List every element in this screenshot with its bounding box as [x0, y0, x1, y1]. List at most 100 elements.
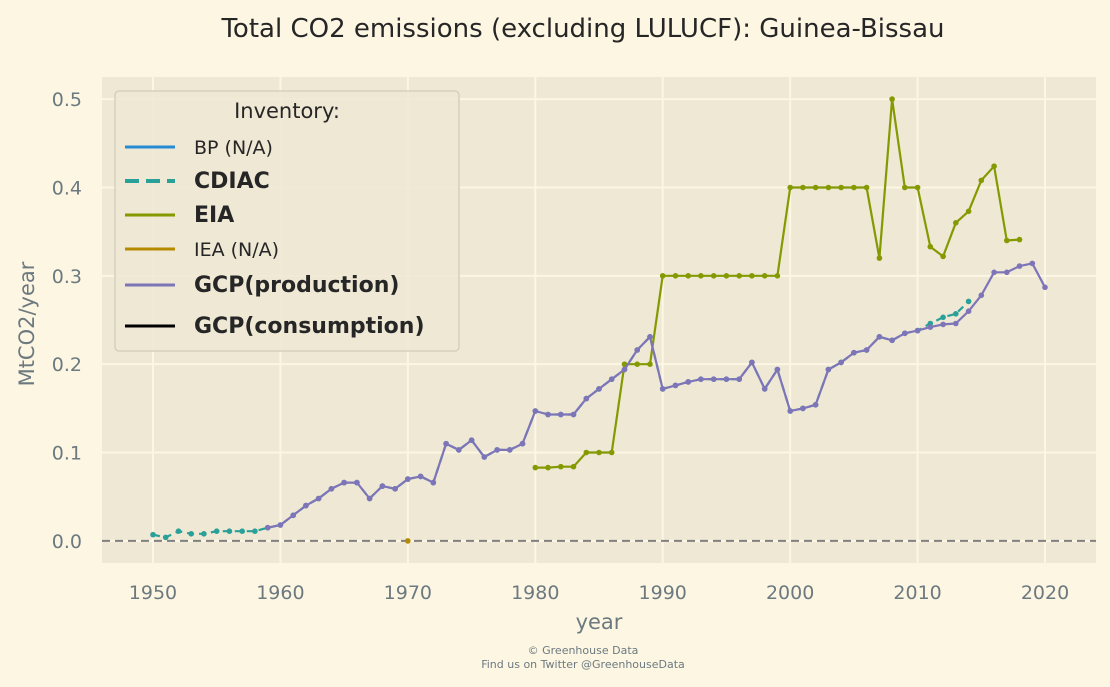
series-gcp-production [264, 260, 1048, 531]
data-point-cdiac-1952 [175, 528, 182, 534]
data-point-gcp-production-1963 [315, 495, 322, 502]
data-point-gcp-production-1993 [698, 376, 704, 383]
data-point-cdiac-1957 [239, 528, 245, 534]
data-point-gcp-production-1980 [532, 408, 539, 414]
y-tick-label-4: 0.4 [52, 177, 82, 199]
data-point-eia-1986 [608, 449, 615, 456]
data-point-gcp-production-1973 [443, 440, 449, 447]
data-point-eia-1989 [647, 361, 653, 368]
data-point-gcp-production-1967 [366, 495, 373, 502]
data-point-cdiac-1955 [213, 528, 220, 534]
y-tick-label-5: 0.5 [52, 89, 82, 111]
data-point-cdiac-1954 [201, 531, 207, 537]
data-point-eia-1997 [749, 273, 755, 279]
data-point-gcp-production-1981 [545, 411, 551, 418]
x-tick-label-1970: 1970 [384, 582, 432, 604]
data-point-eia-1983 [570, 463, 577, 470]
data-point-gcp-production-1994 [710, 376, 717, 383]
data-point-gcp-production-1977 [494, 447, 500, 453]
data-point-gcp-production-2009 [902, 330, 908, 337]
data-point-eia-2004 [838, 184, 844, 191]
data-point-eia-2002 [812, 184, 819, 191]
data-point-gcp-production-2006 [863, 347, 870, 353]
data-point-gcp-production-1974 [456, 447, 462, 453]
data-point-gcp-production-1986 [608, 376, 615, 383]
data-point-eia-2011 [927, 243, 934, 250]
data-point-gcp-production-1997 [749, 359, 755, 366]
data-point-gcp-production-1987 [621, 366, 628, 373]
data-point-eia-1994 [710, 273, 717, 279]
data-point-gcp-production-1983 [570, 411, 577, 418]
data-point-gcp-production-1988 [634, 347, 640, 353]
legend-label-iea-n-a: IEA (N/A) [194, 239, 279, 261]
data-point-gcp-production-2010 [914, 327, 921, 334]
data-point-eia-2018 [1016, 236, 1023, 243]
data-point-gcp-production-1976 [481, 454, 488, 460]
data-point-eia-2008 [889, 96, 895, 102]
data-point-gcp-production-1960 [277, 522, 284, 528]
data-point-eia-2006 [863, 184, 870, 191]
data-point-eia-1995 [723, 273, 730, 279]
data-point-gcp-production-1965 [341, 479, 347, 486]
data-point-eia-1985 [596, 449, 602, 456]
data-point-gcp-production-1959 [264, 524, 271, 531]
data-point-eia-1991 [672, 273, 679, 279]
data-point-gcp-production-1984 [583, 395, 590, 402]
data-point-gcp-production-1989 [647, 334, 653, 340]
data-point-eia-2010 [914, 184, 921, 191]
y-axis-label: MtCO2/year [15, 261, 39, 386]
data-point-eia-1990 [659, 273, 666, 279]
data-point-gcp-production-2008 [889, 337, 895, 344]
data-point-eia-1999 [774, 273, 781, 279]
data-point-eia-1980 [532, 464, 539, 471]
legend-entries: BP (N/A) CDIAC EIA IEA (N/A) GCP(production)… [125, 137, 425, 339]
data-point-gcp-production-1992 [685, 379, 691, 385]
data-point-eia-2013 [953, 220, 959, 226]
data-point-gcp-production-2012 [940, 321, 946, 328]
data-point-iea-n-a-1970 [405, 538, 411, 544]
series-layer [150, 96, 1048, 544]
data-point-gcp-production-1991 [672, 382, 679, 389]
x-tick-label-2010: 2010 [893, 582, 941, 604]
y-tick-label-0: 0.0 [52, 531, 82, 553]
data-point-gcp-production-2007 [876, 334, 883, 340]
data-point-eia-2003 [825, 184, 832, 191]
x-tick-label-1980: 1980 [511, 582, 559, 604]
data-point-eia-1996 [736, 273, 742, 279]
data-point-eia-1981 [545, 464, 551, 471]
data-point-gcp-production-2001 [800, 405, 806, 412]
data-point-eia-1988 [634, 361, 640, 368]
data-point-eia-2015 [978, 177, 985, 184]
data-point-gcp-production-1996 [736, 376, 742, 383]
legend-label-bp-n-a: BP (N/A) [194, 137, 273, 159]
data-point-gcp-production-2011 [927, 324, 934, 330]
x-tick-label-2020: 2020 [1021, 582, 1069, 604]
data-point-gcp-production-2018 [1016, 263, 1023, 269]
legend-box [114, 90, 460, 352]
data-point-gcp-production-2020 [1042, 284, 1048, 291]
data-point-eia-2005 [851, 184, 857, 191]
data-point-cdiac-2013 [953, 311, 959, 317]
legend-label-eia: EIA [194, 203, 234, 228]
data-point-eia-2014 [965, 208, 972, 215]
series-eia [532, 96, 1023, 471]
data-point-gcp-production-2013 [953, 320, 959, 327]
y-tick-label-3: 0.3 [52, 266, 82, 288]
legend-label-gcp-production: GCP(production) [194, 273, 399, 298]
data-point-gcp-production-1961 [290, 512, 297, 519]
data-point-gcp-production-1962 [303, 502, 309, 509]
data-point-gcp-production-1982 [558, 411, 564, 418]
data-point-gcp-production-1979 [519, 440, 526, 447]
axes: 1950 1960 1970 1980 1990 2000 2010 2020 0.0 0.1 0.… [52, 89, 1069, 604]
y-tick-label-1: 0.1 [52, 443, 82, 465]
data-point-eia-2009 [902, 184, 908, 191]
y-tick-label-2: 0.2 [52, 354, 82, 376]
data-point-gcp-production-2017 [1004, 269, 1010, 276]
data-point-cdiac-2012 [940, 314, 946, 321]
legend-title: Inventory: [234, 99, 340, 123]
legend-label-gcp-consumption: GCP(consumption) [194, 314, 425, 339]
data-point-cdiac-2014 [965, 298, 972, 305]
data-point-gcp-production-2002 [812, 402, 819, 408]
